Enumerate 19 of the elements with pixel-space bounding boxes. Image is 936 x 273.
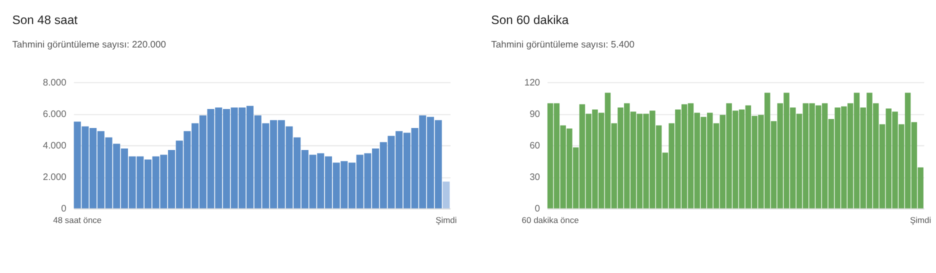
- x-tick-label: 60 dakika önce: [522, 214, 580, 225]
- chart-subtitle: Tahmini görüntüleme sayısı: 220.000: [12, 38, 166, 50]
- x-tick-label: Şimdi: [436, 214, 457, 225]
- y-tick-label: 0: [534, 202, 540, 214]
- chart-title: Son 48 saat: [12, 12, 78, 27]
- y-tick-label: 120: [524, 76, 540, 88]
- y-tick-label: 4.000: [42, 140, 66, 151]
- y-tick-label: 60: [530, 140, 540, 151]
- y-tick-label: 90: [530, 108, 540, 120]
- y-tick-label: 0: [61, 202, 66, 214]
- y-tick-label: 2.000: [42, 171, 66, 182]
- chart-subtitle: Tahmini görüntüleme sayısı: 5.400: [491, 38, 634, 50]
- x-tick-label: 48 saat önce: [53, 214, 102, 225]
- x-tick-label: Şimdi: [910, 214, 932, 225]
- y-tick-label: 30: [530, 171, 540, 182]
- y-tick-label: 8.000: [42, 76, 66, 88]
- y-tick-label: 6.000: [42, 108, 66, 120]
- bar: [442, 182, 450, 208]
- chart-title: Son 60 dakika: [491, 12, 569, 27]
